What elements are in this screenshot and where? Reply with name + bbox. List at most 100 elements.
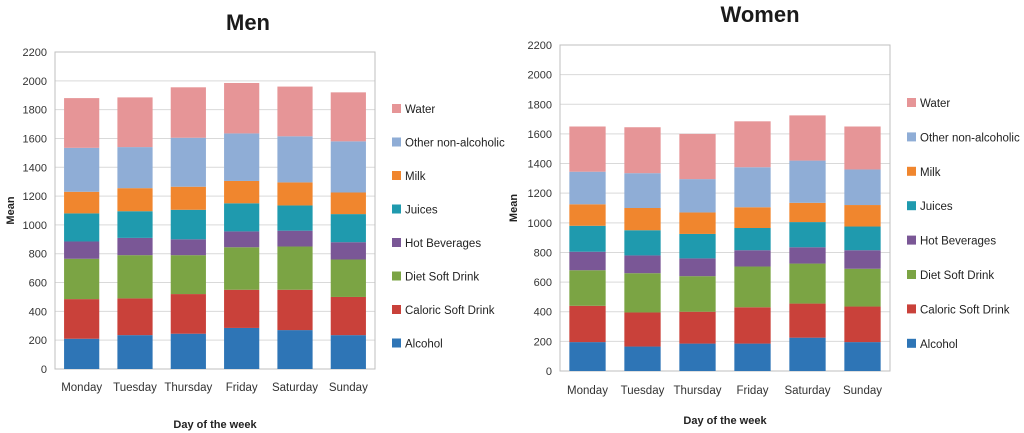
legend-swatch — [907, 270, 916, 279]
y-tick-label: 1800 — [528, 99, 552, 111]
bar-segment-water — [330, 92, 366, 142]
bar-segment-alcohol — [844, 342, 881, 371]
bar-segment-milk — [844, 205, 881, 227]
bar-segment-other-non-alcoholic — [224, 133, 260, 181]
chart-title: Men — [226, 10, 270, 35]
bar-segment-hot-beverages — [624, 255, 661, 274]
bar-segment-alcohol — [569, 342, 606, 371]
bar-segment-water — [844, 126, 881, 170]
legend-label: Diet Soft Drink — [405, 272, 479, 284]
bar-segment-milk — [277, 182, 313, 206]
legend-label: Hot Beverages — [920, 236, 996, 248]
bar-segment-hot-beverages — [170, 239, 206, 256]
y-tick-label: 400 — [534, 307, 552, 319]
plot-area — [559, 44, 891, 372]
legend-label: Water — [920, 98, 950, 110]
bar-segment-alcohol — [734, 343, 771, 371]
bar-segment-alcohol — [117, 335, 153, 369]
bar-segment-milk — [330, 192, 366, 215]
y-tick-label: 400 — [29, 306, 47, 318]
women-chart: Women 0 200 400 600 800 1000 1200 1400 1600 1800 20… — [508, 2, 1020, 427]
y-tick-label: 1200 — [23, 191, 47, 203]
bar-segment-water — [569, 126, 606, 172]
chart-title: Women — [720, 2, 799, 27]
bar-segment-juices — [277, 205, 313, 231]
y-tick-label: 800 — [29, 249, 47, 261]
bar-segment-diet-soft-drink — [679, 276, 716, 312]
bar-segment-alcohol — [64, 338, 100, 369]
bar-segment-caloric-soft-drink — [330, 296, 366, 336]
bar-segment-water — [624, 127, 661, 174]
bar-segment-juices — [330, 214, 366, 243]
y-tick-label: 2000 — [528, 70, 552, 82]
bar-segment-water — [117, 97, 153, 148]
bar-segment-other-non-alcoholic — [624, 173, 661, 208]
bar-segment-juices — [789, 222, 826, 248]
bar-segment-diet-soft-drink — [844, 268, 881, 307]
x-tick-label: Monday — [61, 382, 102, 394]
bar-segment-milk — [569, 204, 606, 226]
legend-swatch — [392, 171, 401, 180]
y-tick-label: 600 — [29, 278, 47, 290]
bar-segment-juices — [224, 203, 260, 232]
legend-swatch — [392, 271, 401, 281]
legend-swatch — [907, 166, 916, 176]
legend-swatch — [392, 338, 401, 348]
bar-segment-caloric-soft-drink — [170, 294, 206, 334]
bar-segment-other-non-alcoholic — [789, 160, 826, 203]
bar-segment-other-non-alcoholic — [679, 179, 716, 213]
x-tick-label: Saturday — [784, 385, 830, 397]
bar-segment-diet-soft-drink — [170, 255, 206, 295]
bar-segment-other-non-alcoholic — [64, 147, 100, 192]
bar-segment-juices — [117, 211, 153, 238]
y-tick-label: 0 — [546, 366, 552, 378]
y-tick-label: 1800 — [23, 105, 47, 117]
legend-swatch — [392, 204, 401, 214]
y-tick-label: 200 — [534, 336, 552, 348]
bar-segment-caloric-soft-drink — [844, 306, 881, 343]
bar-segment-hot-beverages — [330, 242, 366, 260]
bar-segment-water — [170, 87, 206, 138]
bar-segment-milk — [224, 180, 260, 204]
bar-segment-milk — [170, 186, 206, 210]
legend-label: Hot Beverages — [405, 238, 481, 250]
bar-segment-diet-soft-drink — [277, 246, 313, 290]
x-tick-label: Thursday — [164, 382, 212, 394]
bar-segment-juices — [170, 209, 206, 240]
legend-swatch — [392, 104, 401, 113]
legend-label: Alcohol — [405, 339, 443, 351]
bar-segment-alcohol — [277, 330, 313, 369]
legend-label: Milk — [405, 171, 426, 183]
bar-segment-alcohol — [624, 346, 661, 371]
y-tick-label: 1600 — [528, 129, 552, 141]
bar-segment-hot-beverages — [844, 250, 881, 269]
bar-segment-caloric-soft-drink — [734, 307, 771, 344]
bar-segment-water — [789, 115, 826, 161]
bar-segment-hot-beverages — [224, 231, 260, 248]
legend-swatch — [907, 304, 916, 314]
x-tick-label: Friday — [226, 382, 258, 394]
bar-segment-diet-soft-drink — [789, 263, 826, 304]
legend-swatch — [907, 235, 916, 245]
bar-segment-milk — [64, 191, 100, 214]
y-tick-label: 1200 — [528, 188, 552, 200]
x-tick-label: Friday — [737, 385, 769, 397]
bar-segment-juices — [844, 226, 881, 251]
bar-segment-alcohol — [170, 333, 206, 369]
x-tick-label: Monday — [567, 385, 608, 397]
x-tick-label: Thursday — [674, 385, 722, 397]
bar-segment-caloric-soft-drink — [789, 303, 826, 338]
bar-segment-diet-soft-drink — [224, 247, 260, 290]
bar-segment-milk — [117, 188, 153, 212]
x-axis-label: Day of the week — [173, 419, 257, 431]
y-axis-label: Mean — [508, 194, 520, 222]
bar-segment-milk — [679, 212, 716, 234]
legend-label: Juices — [920, 201, 953, 213]
bar-segment-caloric-soft-drink — [569, 305, 606, 343]
bar-segment-water — [64, 98, 100, 148]
bar-segment-hot-beverages — [569, 251, 606, 271]
bar-segment-other-non-alcoholic — [844, 169, 881, 206]
bar-segment-hot-beverages — [277, 230, 313, 247]
y-tick-label: 800 — [534, 247, 552, 259]
legend-swatch — [392, 305, 401, 314]
